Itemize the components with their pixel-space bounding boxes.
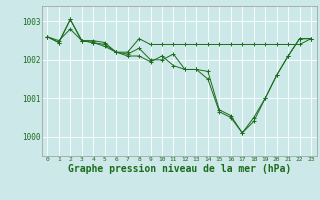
X-axis label: Graphe pression niveau de la mer (hPa): Graphe pression niveau de la mer (hPa) [68,164,291,174]
